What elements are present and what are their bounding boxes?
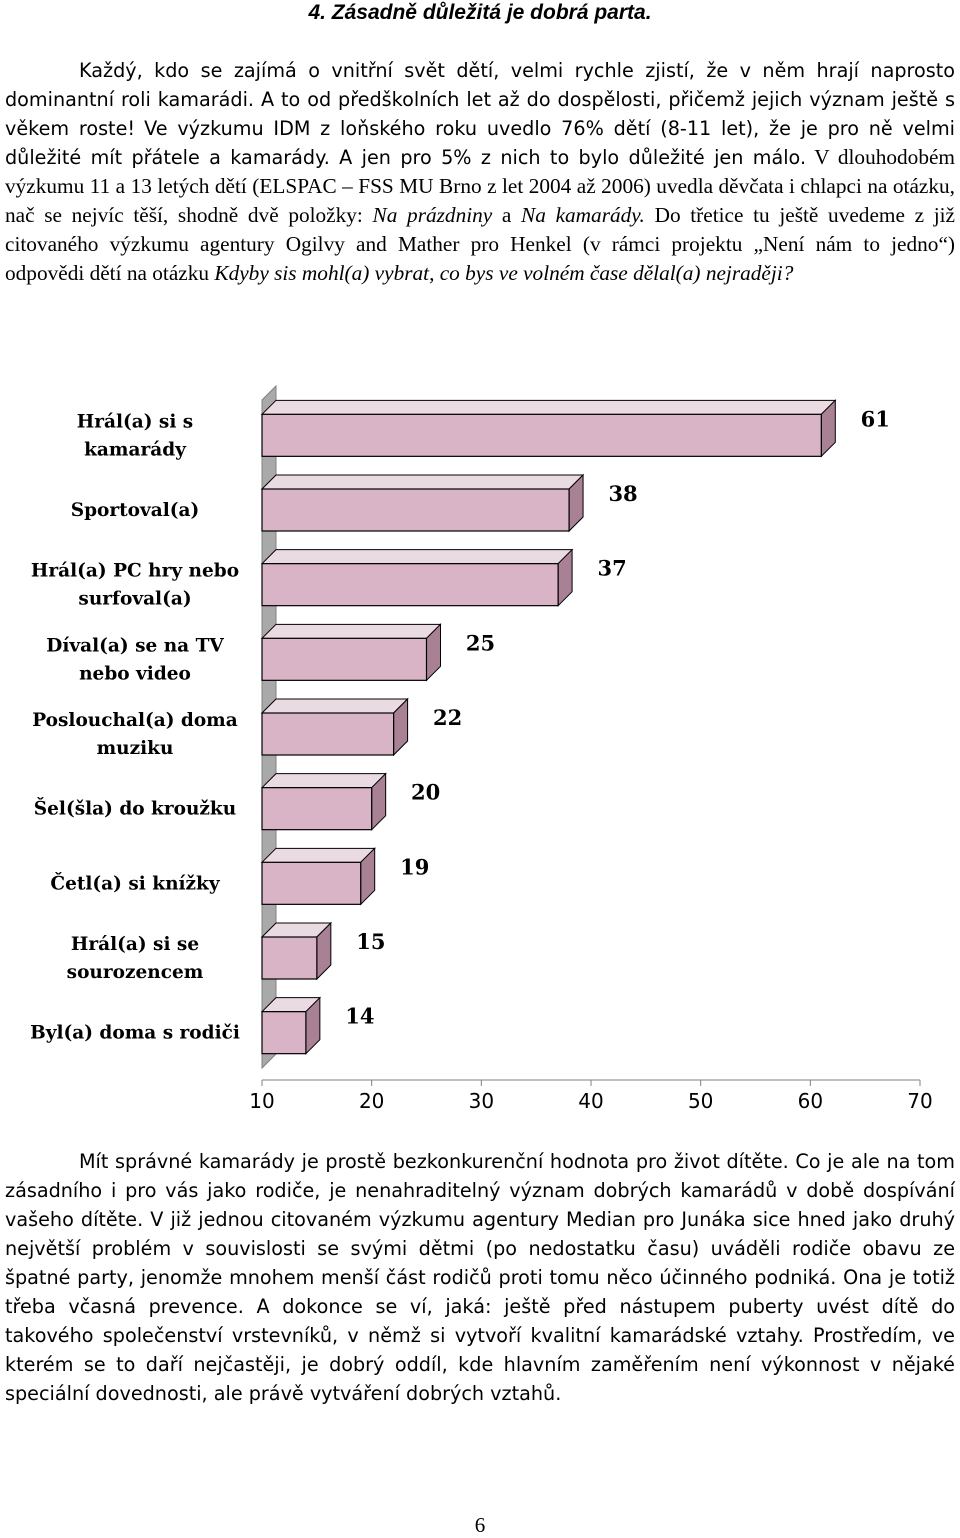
x-tick-label: 50 (688, 1089, 713, 1113)
bar (261, 712, 395, 756)
category-label: Hrál(a) si se (71, 934, 199, 955)
intro-sentence-3: V dlouhodobém výzkumu 11 a 13 letých dět… (5, 145, 955, 227)
intro-answer-2: Na kamarády. (521, 203, 645, 227)
category-label: muziku (97, 738, 174, 759)
bar-top (260, 399, 837, 415)
bar (261, 787, 373, 831)
section-heading: 4. Zásadně důležitá je dobrá parta. (308, 1, 652, 24)
chart-svg: 61 Hrál(a) si s kamarády 38 Sportoval(a) 37 Hr… (30, 384, 933, 1113)
category-label: Četl(a) si knížky (50, 871, 221, 894)
value-label: 22 (433, 705, 462, 730)
category-label: Byl(a) doma s rodiči (30, 1023, 240, 1044)
intro-answer-1: Na prázdniny (372, 203, 493, 227)
bar (261, 861, 362, 905)
intro-sentence-1: Každý, kdo se zajímá o vnitřní svět dětí… (5, 59, 955, 140)
category-label: surfoval(a) (78, 589, 191, 610)
outro-paragraph: Mít správné kamarády je prostě bezkonkur… (5, 1147, 955, 1408)
intro-sentence-4: Do třetice tu ještě uvedeme z již citova… (5, 203, 955, 285)
intro-and: a (501, 203, 512, 227)
value-label: 25 (466, 630, 495, 655)
value-label: 20 (411, 780, 440, 805)
bar (261, 563, 559, 607)
bar-top (260, 549, 574, 565)
category-label: Díval(a) se na TV (46, 635, 224, 656)
category-label: Šel(šla) do kroužku (34, 797, 236, 820)
value-label: 14 (345, 1004, 374, 1029)
intro-sentence-2: Ve výzkumu IDM z loňského roku uvedlo 76… (5, 117, 956, 169)
x-tick-label: 70 (907, 1089, 932, 1113)
bar (261, 936, 318, 980)
bar-top (260, 847, 376, 863)
value-label: 61 (861, 406, 890, 431)
bar (261, 1011, 307, 1055)
category-label: kamarády (84, 439, 187, 460)
bar (261, 488, 570, 532)
intro-paragraph: Každý, kdo se zajímá o vnitřní svět dětí… (5, 56, 955, 288)
category-label: sourozencem (67, 962, 204, 983)
bar-top (260, 623, 442, 639)
bar (261, 413, 822, 457)
category-label: Hrál(a) PC hry nebo (31, 561, 239, 582)
category-label: Poslouchal(a) doma (32, 710, 238, 731)
outro-sentence-2: V již jednou citovaném výzkumu agentury … (5, 1208, 955, 1405)
value-label: 19 (400, 854, 429, 879)
bar-top (260, 698, 409, 714)
x-tick-label: 10 (249, 1089, 274, 1113)
page-number: 6 (474, 1513, 486, 1537)
category-label: Hrál(a) si s (77, 411, 193, 432)
activities-bar-chart: 61 Hrál(a) si s kamarády 38 Sportoval(a) 37 Hr… (0, 362, 960, 1122)
survey-question: Kdyby sis mohl(a) vybrat, co bys ve voln… (214, 261, 794, 285)
x-tick-label: 60 (798, 1089, 823, 1113)
x-tick-label: 40 (578, 1089, 603, 1113)
x-tick-label: 30 (469, 1089, 494, 1113)
x-tick-label: 20 (359, 1089, 384, 1113)
bar-top (260, 474, 585, 490)
outro-sentence-1: Mít správné kamarády je prostě bezkonkur… (5, 1150, 955, 1231)
category-label: nebo video (79, 663, 191, 684)
bar-top (260, 773, 387, 789)
bar (261, 637, 428, 681)
value-label: 38 (608, 481, 637, 506)
value-label: 37 (597, 556, 626, 581)
category-label: Sportoval(a) (71, 500, 200, 521)
value-label: 15 (356, 929, 385, 954)
